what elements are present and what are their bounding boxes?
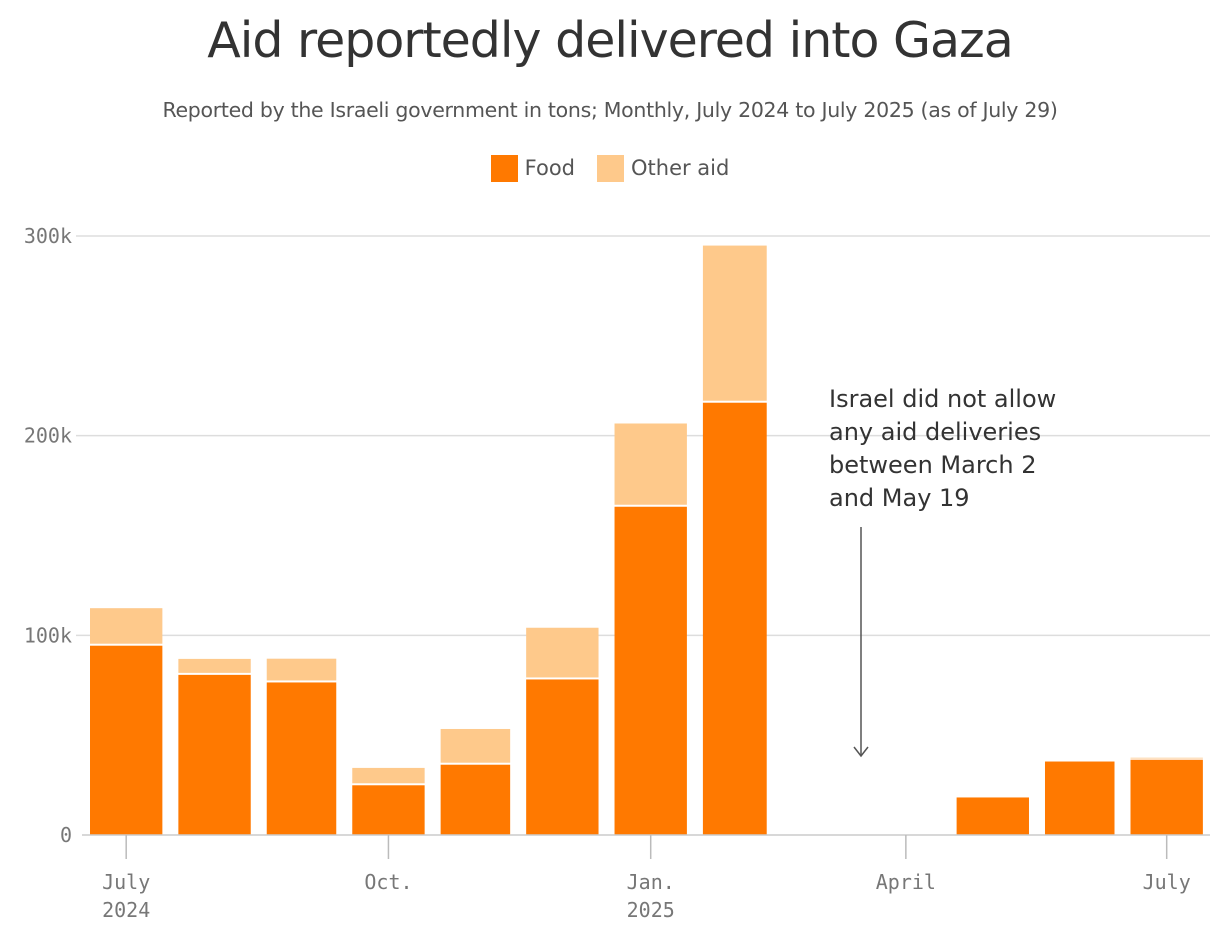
- arrow-head-icon: [853, 746, 869, 758]
- bar-food: [526, 679, 599, 835]
- x-tick-label: 2024: [102, 898, 150, 922]
- legend-swatch-food: [490, 154, 518, 182]
- legend-label-food: Food: [524, 156, 575, 180]
- bar-food: [178, 674, 251, 835]
- bar-food: [956, 797, 1029, 835]
- bar-other-aid: [352, 767, 425, 784]
- chart-title: Aid reportedly delivered into Gaza: [207, 12, 1014, 69]
- y-tick-label: 300k: [24, 224, 72, 248]
- bar-other-aid: [614, 423, 687, 505]
- annotation-line: between March 2: [829, 451, 1036, 479]
- legend-item-other-aid: Other aid: [597, 154, 729, 182]
- bar-other-aid: [702, 245, 767, 401]
- x-tick-label: April: [876, 870, 936, 894]
- legend-item-food: Food: [490, 154, 575, 182]
- annotation-line: any aid deliveries: [829, 418, 1041, 446]
- bar-food: [1044, 761, 1115, 835]
- bar-food: [90, 645, 163, 835]
- x-tick-label: 2025: [627, 898, 675, 922]
- bar-other-aid: [90, 608, 163, 644]
- y-tick-label: 100k: [24, 623, 72, 647]
- chart-subtitle: Reported by the Israeli government in to…: [162, 98, 1058, 122]
- bar-other-aid: [178, 658, 251, 673]
- bar-food: [702, 402, 767, 835]
- x-tick-label: Jan.: [627, 870, 675, 894]
- bar-other-aid: [266, 658, 337, 681]
- legend-label-other-aid: Other aid: [631, 156, 730, 180]
- annotation-line: Israel did not allow: [829, 385, 1056, 413]
- y-tick-label: 0: [60, 823, 72, 847]
- bar-food: [1130, 759, 1203, 835]
- bar-food: [440, 764, 511, 835]
- x-tick-label: July: [102, 870, 150, 894]
- y-tick-label: 200k: [24, 424, 72, 448]
- bar-food: [614, 506, 687, 835]
- bar-other-aid: [1130, 757, 1203, 759]
- annotation-line: and May 19: [829, 484, 970, 512]
- chart-legend: Food Other aid: [0, 154, 1220, 182]
- bar-other-aid: [526, 627, 599, 678]
- x-tick-label: July: [1143, 870, 1191, 894]
- bar-food: [266, 682, 337, 835]
- bar-other-aid: [440, 728, 511, 763]
- bar-food: [352, 785, 425, 835]
- legend-swatch-other-aid: [597, 154, 624, 182]
- x-tick-label: Oct.: [364, 870, 412, 894]
